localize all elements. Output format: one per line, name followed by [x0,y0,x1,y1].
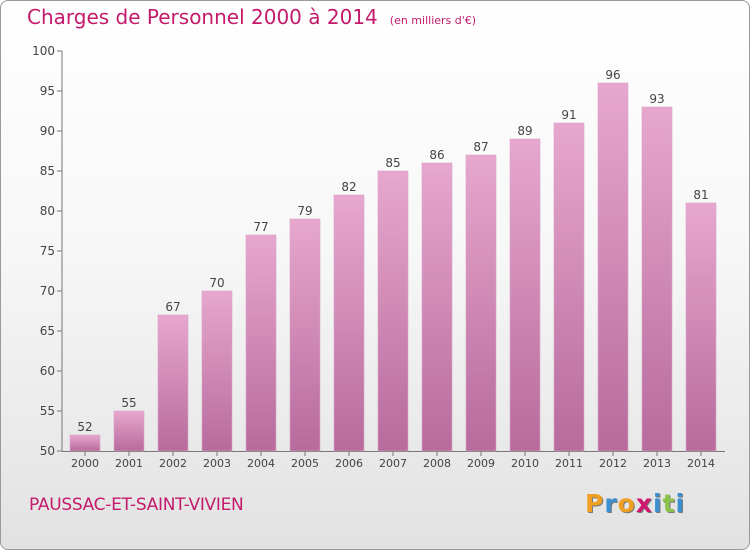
logo-letter: t [662,489,676,518]
y-tick-label: 90 [40,124,55,138]
logo-letter: i [653,489,663,518]
data-label: 86 [429,148,444,162]
logo-letter: r [604,489,618,518]
y-tick-label: 85 [40,164,55,178]
proxiti-logo: Proxiti [585,489,685,518]
y-tick-label: 65 [40,324,55,338]
chart-title: Charges de Personnel 2000 à 2014 (en mill… [27,5,476,29]
x-tick-label: 2004 [247,457,275,470]
bar [201,290,233,452]
logo-letter: x [635,489,653,518]
bar [421,162,453,452]
data-label: 82 [341,180,356,194]
commune-name: PAUSSAC-ET-SAINT-VIVIEN [29,495,244,515]
bar [685,202,717,452]
bar [465,154,497,452]
data-label: 91 [561,108,576,122]
data-label: 79 [297,204,312,218]
y-tick-label: 70 [40,284,55,298]
data-label: 52 [77,420,92,434]
y-tick-label: 50 [40,444,55,458]
data-label: 55 [121,396,136,410]
logo-letter: i [675,489,686,518]
x-tick-label: 2012 [599,457,627,470]
data-label: 96 [605,68,620,82]
data-label: 67 [165,300,180,314]
bar [553,122,585,452]
logo-letter: o [617,489,636,518]
x-tick-label: 2005 [291,457,319,470]
bar [377,170,409,452]
x-tick-label: 2014 [687,457,715,470]
data-label: 85 [385,156,400,170]
data-label: 70 [209,276,224,290]
chart-title-text: Charges de Personnel 2000 à 2014 [27,5,378,29]
chart-subtitle: (en milliers d'€) [389,14,477,27]
x-tick-label: 2011 [555,457,583,470]
x-tick-label: 2006 [335,457,363,470]
x-tick-label: 2008 [423,457,451,470]
data-label: 89 [517,124,532,138]
logo-letter: P [585,489,605,518]
x-tick-label: 2000 [71,457,99,470]
bar [509,138,541,452]
x-tick-label: 2010 [511,457,539,470]
x-tick-label: 2013 [643,457,671,470]
x-tick-label: 2007 [379,457,407,470]
x-tick-label: 2003 [203,457,231,470]
y-tick-label: 80 [40,204,55,218]
y-tick-label: 75 [40,244,55,258]
bar [69,434,101,452]
data-label: 81 [693,188,708,202]
data-label: 77 [253,220,268,234]
x-tick-label: 2002 [159,457,187,470]
data-label: 93 [649,92,664,106]
bar [597,82,629,452]
x-tick-label: 2009 [467,457,495,470]
bar [333,194,365,452]
y-tick-label: 55 [40,404,55,418]
y-tick-label: 95 [40,84,55,98]
data-label: 87 [473,140,488,154]
y-tick-label: 100 [32,44,55,58]
bar [157,314,189,452]
bar [289,218,321,452]
bar [641,106,673,452]
bar [245,234,277,452]
x-tick-label: 2001 [115,457,143,470]
y-tick-label: 60 [40,364,55,378]
bar [113,410,145,452]
